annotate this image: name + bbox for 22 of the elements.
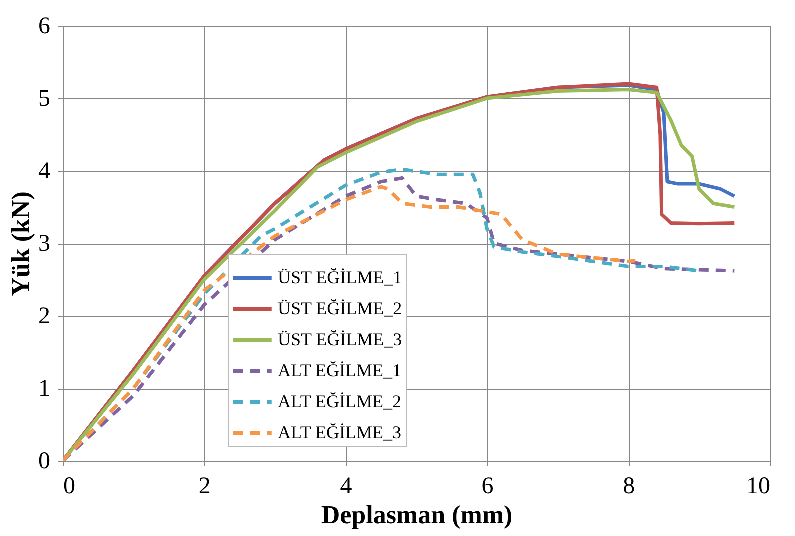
- y-tick-label: 3: [38, 231, 50, 257]
- legend-label: ÜST EĞİLME_2: [278, 298, 402, 318]
- y-tick-label: 4: [38, 158, 50, 184]
- legend-label: ALT EĞİLME_3: [278, 422, 402, 442]
- x-tick-label: 4: [340, 474, 352, 500]
- legend-label: ÜST EĞİLME_1: [278, 268, 402, 288]
- y-tick-label: 6: [38, 14, 50, 40]
- y-tick-label: 1: [38, 376, 50, 402]
- x-tick-label: 10: [746, 474, 770, 500]
- legend-label: ALT EĞİLME_1: [278, 360, 402, 380]
- x-tick-label: 0: [64, 474, 76, 500]
- x-tick-label: 2: [198, 474, 211, 500]
- x-tick-label: 6: [482, 474, 494, 500]
- y-tick-label: 5: [38, 86, 50, 112]
- y-axis-title: Yük (kN): [6, 192, 36, 296]
- y-tick-label: 2: [38, 304, 50, 330]
- y-tick-label: 0: [38, 448, 50, 474]
- legend-label: ÜST EĞİLME_3: [278, 330, 402, 350]
- x-tick-label: 8: [623, 474, 636, 500]
- x-axis-title: Deplasman (mm): [321, 500, 513, 530]
- legend-label: ALT EĞİLME_2: [278, 392, 402, 412]
- line-series: [63, 185, 638, 461]
